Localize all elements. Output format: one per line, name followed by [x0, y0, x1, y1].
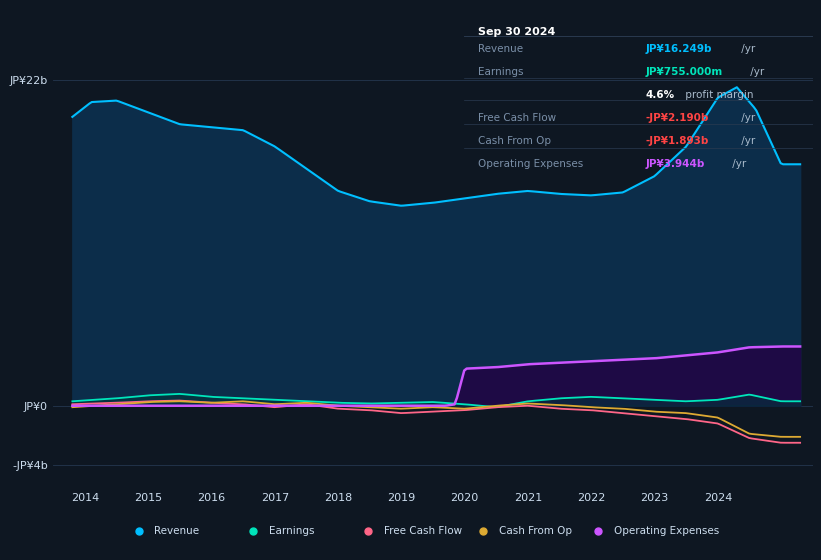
Text: Free Cash Flow: Free Cash Flow: [384, 526, 462, 535]
Text: Operating Expenses: Operating Expenses: [614, 526, 719, 535]
Text: Revenue: Revenue: [154, 526, 200, 535]
Text: Operating Expenses: Operating Expenses: [478, 159, 583, 169]
Text: Sep 30 2024: Sep 30 2024: [478, 27, 555, 37]
Text: Cash From Op: Cash From Op: [478, 136, 551, 146]
Text: /yr: /yr: [738, 136, 755, 146]
Text: -JP¥1.893b: -JP¥1.893b: [645, 136, 709, 146]
Text: Cash From Op: Cash From Op: [499, 526, 572, 535]
Text: -JP¥2.190b: -JP¥2.190b: [645, 113, 709, 123]
Text: /yr: /yr: [728, 159, 745, 169]
Text: Free Cash Flow: Free Cash Flow: [478, 113, 556, 123]
Text: JP¥755.000m: JP¥755.000m: [645, 67, 722, 77]
Text: JP¥16.249b: JP¥16.249b: [645, 44, 712, 54]
Text: Earnings: Earnings: [269, 526, 314, 535]
Text: /yr: /yr: [747, 67, 764, 77]
Text: 4.6%: 4.6%: [645, 90, 674, 100]
Text: JP¥3.944b: JP¥3.944b: [645, 159, 704, 169]
Text: Earnings: Earnings: [478, 67, 523, 77]
Text: profit margin: profit margin: [682, 90, 754, 100]
Text: /yr: /yr: [738, 113, 755, 123]
Text: Revenue: Revenue: [478, 44, 523, 54]
Text: /yr: /yr: [738, 44, 755, 54]
